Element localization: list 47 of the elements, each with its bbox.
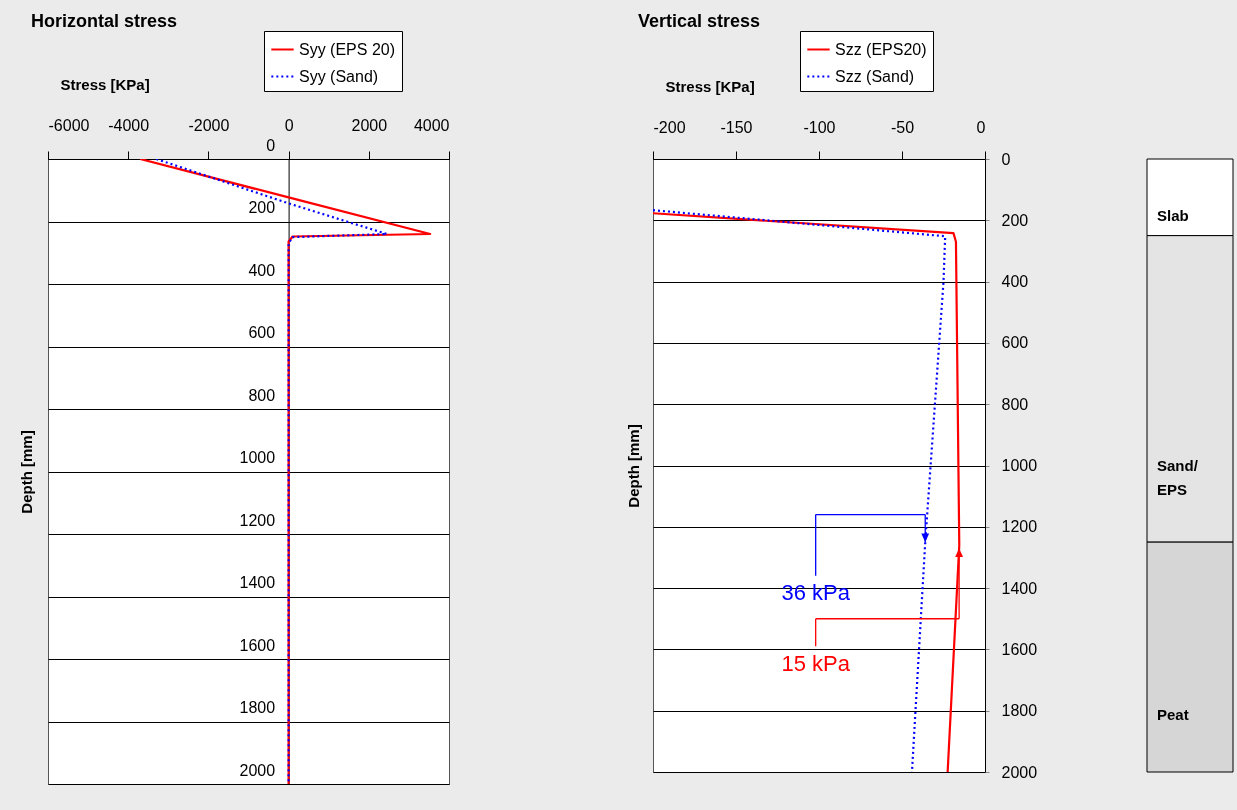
y-tick-label: 200 [248,199,276,216]
y-tick-label: 400 [1001,273,1029,291]
y-tick-label: 600 [248,324,276,341]
y-tick-label: 2000 [1001,763,1038,781]
y-tick-label: 2000 [239,761,276,779]
chart-title: Horizontal stress [31,10,178,31]
y-tick-label: 1200 [1001,518,1038,536]
series-label: Slab [1157,207,1189,225]
x-tick-label: -200 [653,118,686,136]
y-tick-label: 1200 [239,511,276,529]
y-tick-label: 1800 [1001,702,1038,720]
y-tick-label: 0 [1001,150,1011,168]
y-tick-label: 800 [248,386,276,404]
y-tick-label: 1600 [239,636,276,654]
legend-label: Szz (Sand) [835,67,915,85]
y-axis-title: Depth [mm] [17,430,35,514]
y-tick-label: 1600 [1001,640,1038,658]
x-tick-label: 2000 [351,116,388,134]
x-tick-label: -6000 [48,116,90,134]
legend-label: Syy (Sand) [299,67,379,85]
y-tick-label: 600 [1001,334,1029,352]
x-tick-label: 4000 [413,116,450,134]
y-tick-label: 1800 [239,699,276,716]
legend-label: Szz (EPS20) [835,40,927,58]
y-tick-label: 1000 [1001,457,1038,474]
x-tick-label: -50 [890,118,915,136]
annotation: 15 kPa [781,650,851,676]
x-tick-label: -4000 [108,116,150,134]
x-axis-title: Stress [KPa] [665,77,755,95]
y-tick-label: 0 [266,136,276,154]
y-tick-label: 1400 [1001,579,1038,597]
chart-title: Vertical stress [638,10,761,31]
y-tick-label: 1400 [239,574,276,591]
x-axis-title: Stress [KPa] [60,75,150,93]
x-tick-label: 0 [976,118,986,136]
x-tick-label: -150 [720,118,753,136]
x-tick-label: -100 [803,118,836,136]
y-tick-label: 800 [1001,395,1029,413]
y-tick-label: 1000 [239,449,276,466]
y-axis-title: Depth [mm] [624,424,642,508]
legend-label: Syy (EPS 20) [299,40,396,58]
y-tick-label: 400 [248,261,276,279]
series-label: Sand/ EPS [1157,456,1199,498]
series-label: Peat [1157,705,1189,723]
x-tick-label: 0 [284,116,294,134]
y-tick-label: 200 [1001,211,1029,229]
x-tick-label: -2000 [188,116,230,134]
